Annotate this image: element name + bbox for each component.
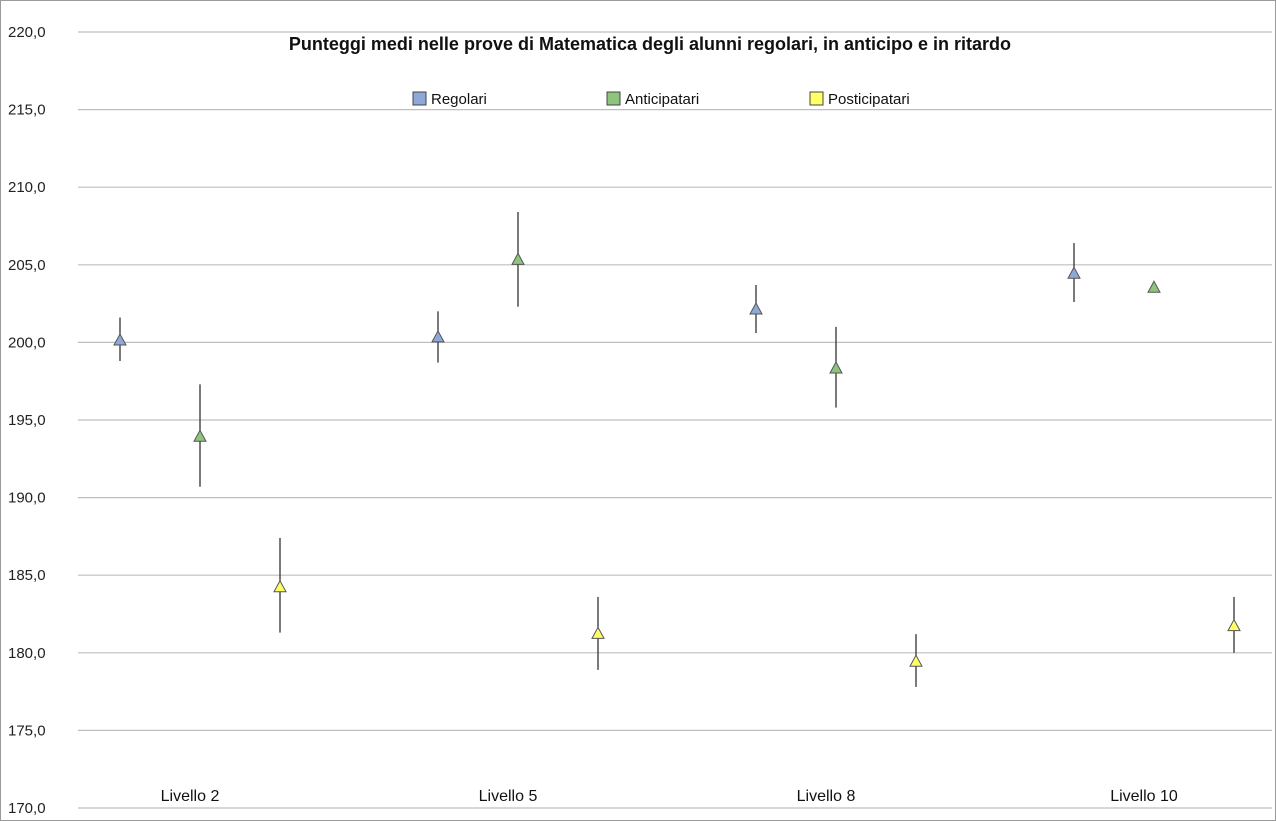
data-point-marker <box>1227 618 1241 632</box>
y-tick-label: 210,0 <box>8 179 46 196</box>
y-tick-label: 185,0 <box>8 567 46 584</box>
data-point-marker <box>1147 280 1161 293</box>
data-point-marker <box>113 332 127 346</box>
data-point-marker <box>431 329 445 343</box>
y-tick-label: 200,0 <box>8 334 46 351</box>
data-point-marker <box>511 252 525 265</box>
grid-layer <box>78 31 1272 809</box>
y-tick-label: 180,0 <box>8 645 46 662</box>
y-tick-label: 220,0 <box>8 24 46 41</box>
category-label: Livello 2 <box>161 788 220 805</box>
data-point-marker <box>909 654 923 667</box>
x-axis-category-labels: Livello 2 Livello 5 Livello 8 Livello 10 <box>161 788 1178 805</box>
category-label: Livello 8 <box>797 788 856 805</box>
chart-title: Punteggi medi nelle prove di Matematica … <box>289 34 1011 54</box>
category-label: Livello 5 <box>479 788 538 805</box>
legend-swatch <box>606 91 621 106</box>
data-markers <box>113 252 1241 667</box>
legend-label: Anticipatari <box>625 91 699 108</box>
category-label: Livello 10 <box>1110 788 1178 805</box>
y-tick-label: 175,0 <box>8 722 46 739</box>
y-tick-label: 205,0 <box>8 257 46 274</box>
data-point-marker <box>273 579 287 593</box>
data-point-marker <box>193 429 207 442</box>
legend: Regolari Anticipatari Posticipatari <box>412 91 910 108</box>
legend-label: Regolari <box>431 91 487 108</box>
legend-swatch <box>412 91 427 106</box>
y-tick-label: 190,0 <box>8 490 46 507</box>
legend-label: Posticipatari <box>828 91 910 108</box>
y-tick-label: 170,0 <box>8 800 46 817</box>
y-axis-ticks: 170,0 175,0 180,0 185,0 190,0 195,0 200,0 205,0… <box>8 24 46 817</box>
legend-swatch <box>809 91 824 106</box>
data-point-marker <box>829 360 843 374</box>
data-point-marker <box>591 626 605 639</box>
y-tick-label: 195,0 <box>8 412 46 429</box>
data-point-marker <box>749 301 763 315</box>
data-point-marker <box>1067 266 1081 279</box>
y-tick-label: 215,0 <box>8 102 46 119</box>
